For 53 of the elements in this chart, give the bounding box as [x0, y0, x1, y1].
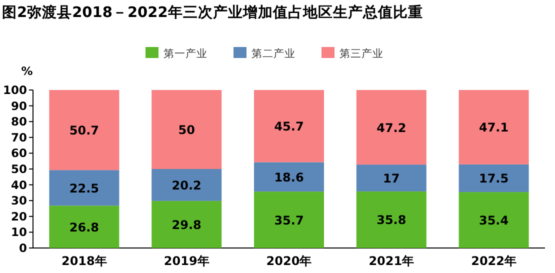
bar	[152, 90, 222, 169]
data-label: 29.8	[172, 218, 202, 232]
y-tick-label: 10	[10, 225, 27, 240]
y-tick-label: 70	[10, 130, 27, 144]
bar	[152, 200, 222, 248]
data-label: 35.7	[274, 213, 304, 228]
y-tick-label: 80	[10, 114, 27, 129]
bar	[458, 192, 529, 248]
data-label: 47.2	[376, 120, 406, 135]
legend-label: 第三产业	[340, 47, 384, 60]
bar	[254, 162, 324, 192]
bar	[152, 169, 222, 201]
x-tick-label: 2022年	[471, 254, 517, 268]
bar	[49, 170, 120, 206]
data-label: 50.7	[69, 124, 100, 138]
y-tick-label: 20	[10, 209, 27, 224]
y-tick-label: 30	[10, 194, 27, 208]
x-tick-label: 2019年	[164, 254, 210, 268]
bar	[458, 90, 529, 164]
第二产业: 22.5 20.2 18.6 17 17.5	[49, 162, 529, 206]
y-tick-label: 50	[10, 162, 27, 176]
data-label: 17	[383, 172, 400, 186]
bar	[356, 90, 426, 165]
x-tick-label: 2020年	[266, 254, 312, 268]
y-tick-label: 40	[10, 178, 27, 192]
bar	[254, 90, 324, 162]
data-label: 45.7	[274, 120, 304, 134]
x-tick-label: 2021年	[368, 254, 414, 268]
data-label: 18.6	[274, 170, 304, 184]
y-tick-label: 90	[10, 98, 27, 113]
bar	[49, 206, 120, 248]
bar	[458, 164, 529, 192]
第三产业: 50.7 50 45.7 47.2 47.1	[49, 90, 529, 170]
chart-title: 图2弥渡县2018－2022年三次产业增加值占地区生产总值比重	[2, 3, 423, 21]
bar	[254, 192, 324, 248]
y-tick-label: 60	[10, 146, 27, 160]
data-label: 17.5	[478, 172, 509, 186]
第一产业: 26.8 29.8 35.7 35.8 35.4	[49, 191, 529, 248]
data-label: 47.1	[478, 120, 509, 135]
y-tick-label: 0	[18, 241, 27, 255]
data-label: 20.2	[172, 178, 202, 192]
bar	[356, 191, 426, 248]
data-label: 35.8	[376, 213, 406, 228]
legend-label: 第一产业	[164, 47, 208, 60]
data-label: 35.4	[478, 214, 509, 228]
data-label: 50	[178, 123, 195, 137]
data-label: 26.8	[69, 220, 100, 234]
bar	[49, 90, 120, 170]
bar	[356, 164, 426, 192]
x-tick-label: 2018年	[61, 254, 107, 268]
legend-label: 第二产业	[252, 47, 296, 60]
y-axis-title: %	[21, 64, 34, 78]
y-tick-label: 100	[2, 83, 27, 97]
